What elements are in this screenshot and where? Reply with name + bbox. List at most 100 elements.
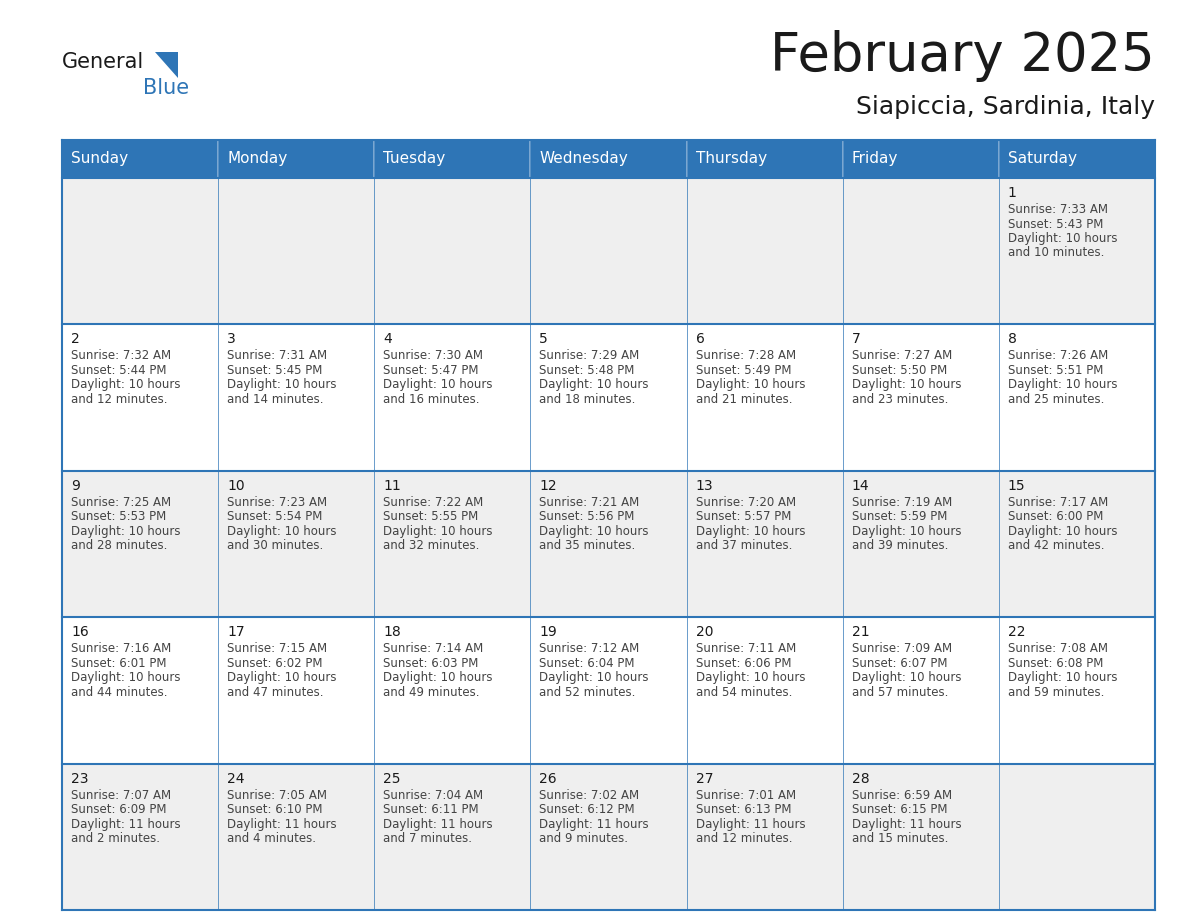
Bar xyxy=(62,140,219,178)
Text: and 10 minutes.: and 10 minutes. xyxy=(1007,247,1104,260)
Text: and 12 minutes.: and 12 minutes. xyxy=(695,832,792,845)
Polygon shape xyxy=(154,52,178,78)
Text: General: General xyxy=(62,52,144,72)
Text: Sunrise: 6:59 AM: Sunrise: 6:59 AM xyxy=(852,789,952,801)
Text: Sunset: 5:53 PM: Sunset: 5:53 PM xyxy=(71,510,166,523)
Text: Daylight: 11 hours: Daylight: 11 hours xyxy=(71,818,181,831)
Text: Sunset: 6:12 PM: Sunset: 6:12 PM xyxy=(539,803,636,816)
Text: 6: 6 xyxy=(695,332,704,346)
Bar xyxy=(62,471,1155,617)
Text: Sunrise: 7:15 AM: Sunrise: 7:15 AM xyxy=(227,643,327,655)
Text: Sunrise: 7:14 AM: Sunrise: 7:14 AM xyxy=(384,643,484,655)
Text: and 37 minutes.: and 37 minutes. xyxy=(695,539,792,553)
Text: and 44 minutes.: and 44 minutes. xyxy=(71,686,168,699)
Text: Daylight: 11 hours: Daylight: 11 hours xyxy=(384,818,493,831)
Text: Sunrise: 7:05 AM: Sunrise: 7:05 AM xyxy=(227,789,327,801)
Text: Sunrise: 7:25 AM: Sunrise: 7:25 AM xyxy=(71,496,171,509)
Text: Sunset: 5:50 PM: Sunset: 5:50 PM xyxy=(852,364,947,377)
Text: Sunrise: 7:32 AM: Sunrise: 7:32 AM xyxy=(71,350,171,363)
Text: Sunrise: 7:27 AM: Sunrise: 7:27 AM xyxy=(852,350,952,363)
Text: Sunset: 5:47 PM: Sunset: 5:47 PM xyxy=(384,364,479,377)
Text: and 59 minutes.: and 59 minutes. xyxy=(1007,686,1104,699)
Text: Sunrise: 7:07 AM: Sunrise: 7:07 AM xyxy=(71,789,171,801)
Text: Sunset: 5:49 PM: Sunset: 5:49 PM xyxy=(695,364,791,377)
Text: Daylight: 10 hours: Daylight: 10 hours xyxy=(384,525,493,538)
Text: Sunset: 6:15 PM: Sunset: 6:15 PM xyxy=(852,803,947,816)
Text: Daylight: 11 hours: Daylight: 11 hours xyxy=(227,818,336,831)
Text: Friday: Friday xyxy=(852,151,898,166)
Text: and 12 minutes.: and 12 minutes. xyxy=(71,393,168,406)
Text: 4: 4 xyxy=(384,332,392,346)
Text: Sunset: 5:55 PM: Sunset: 5:55 PM xyxy=(384,510,479,523)
Text: and 15 minutes.: and 15 minutes. xyxy=(852,832,948,845)
Text: Daylight: 10 hours: Daylight: 10 hours xyxy=(695,525,805,538)
Bar xyxy=(530,140,687,178)
Text: Monday: Monday xyxy=(227,151,287,166)
Text: and 18 minutes.: and 18 minutes. xyxy=(539,393,636,406)
Text: Sunset: 5:44 PM: Sunset: 5:44 PM xyxy=(71,364,166,377)
Text: Sunrise: 7:19 AM: Sunrise: 7:19 AM xyxy=(852,496,952,509)
Text: Sunset: 6:08 PM: Sunset: 6:08 PM xyxy=(1007,656,1104,670)
Text: 21: 21 xyxy=(852,625,870,639)
Text: and 25 minutes.: and 25 minutes. xyxy=(1007,393,1104,406)
Text: Sunrise: 7:01 AM: Sunrise: 7:01 AM xyxy=(695,789,796,801)
Text: Sunset: 6:10 PM: Sunset: 6:10 PM xyxy=(227,803,323,816)
Text: Daylight: 11 hours: Daylight: 11 hours xyxy=(852,818,961,831)
Text: February 2025: February 2025 xyxy=(770,30,1155,82)
Text: Sunday: Sunday xyxy=(71,151,128,166)
Bar xyxy=(62,178,1155,324)
Text: Daylight: 10 hours: Daylight: 10 hours xyxy=(384,378,493,391)
Text: Daylight: 10 hours: Daylight: 10 hours xyxy=(1007,525,1118,538)
Text: and 39 minutes.: and 39 minutes. xyxy=(852,539,948,553)
Text: and 52 minutes.: and 52 minutes. xyxy=(539,686,636,699)
Text: 27: 27 xyxy=(695,772,713,786)
Text: 17: 17 xyxy=(227,625,245,639)
Text: and 2 minutes.: and 2 minutes. xyxy=(71,832,160,845)
Text: 10: 10 xyxy=(227,479,245,493)
Text: Sunset: 6:11 PM: Sunset: 6:11 PM xyxy=(384,803,479,816)
Text: 13: 13 xyxy=(695,479,713,493)
Text: Sunset: 6:00 PM: Sunset: 6:00 PM xyxy=(1007,510,1104,523)
Text: 22: 22 xyxy=(1007,625,1025,639)
Text: 1: 1 xyxy=(1007,186,1017,200)
Text: Sunset: 5:51 PM: Sunset: 5:51 PM xyxy=(1007,364,1104,377)
Text: 25: 25 xyxy=(384,772,400,786)
Text: and 9 minutes.: and 9 minutes. xyxy=(539,832,628,845)
Text: Sunset: 6:09 PM: Sunset: 6:09 PM xyxy=(71,803,166,816)
Text: 5: 5 xyxy=(539,332,548,346)
Text: Daylight: 10 hours: Daylight: 10 hours xyxy=(71,378,181,391)
Text: Sunset: 5:56 PM: Sunset: 5:56 PM xyxy=(539,510,634,523)
Text: Sunset: 5:48 PM: Sunset: 5:48 PM xyxy=(539,364,634,377)
Text: Sunset: 6:04 PM: Sunset: 6:04 PM xyxy=(539,656,634,670)
Text: Sunrise: 7:12 AM: Sunrise: 7:12 AM xyxy=(539,643,639,655)
Text: and 4 minutes.: and 4 minutes. xyxy=(227,832,316,845)
Text: Daylight: 10 hours: Daylight: 10 hours xyxy=(227,671,336,684)
Text: Daylight: 10 hours: Daylight: 10 hours xyxy=(71,671,181,684)
Text: 11: 11 xyxy=(384,479,402,493)
Text: Sunset: 5:57 PM: Sunset: 5:57 PM xyxy=(695,510,791,523)
Bar xyxy=(374,140,530,178)
Text: Daylight: 10 hours: Daylight: 10 hours xyxy=(384,671,493,684)
Text: and 35 minutes.: and 35 minutes. xyxy=(539,539,636,553)
Bar xyxy=(62,324,1155,471)
Text: Sunrise: 7:04 AM: Sunrise: 7:04 AM xyxy=(384,789,484,801)
Text: Daylight: 10 hours: Daylight: 10 hours xyxy=(227,525,336,538)
Text: 20: 20 xyxy=(695,625,713,639)
Text: and 23 minutes.: and 23 minutes. xyxy=(852,393,948,406)
Text: Sunrise: 7:33 AM: Sunrise: 7:33 AM xyxy=(1007,203,1108,216)
Text: Sunset: 6:13 PM: Sunset: 6:13 PM xyxy=(695,803,791,816)
Text: and 16 minutes.: and 16 minutes. xyxy=(384,393,480,406)
Bar xyxy=(842,140,999,178)
Text: Daylight: 10 hours: Daylight: 10 hours xyxy=(539,378,649,391)
Text: Daylight: 11 hours: Daylight: 11 hours xyxy=(539,818,649,831)
Text: Daylight: 10 hours: Daylight: 10 hours xyxy=(1007,671,1118,684)
Text: and 7 minutes.: and 7 minutes. xyxy=(384,832,473,845)
Text: Sunrise: 7:22 AM: Sunrise: 7:22 AM xyxy=(384,496,484,509)
Text: Sunrise: 7:02 AM: Sunrise: 7:02 AM xyxy=(539,789,639,801)
Text: Daylight: 10 hours: Daylight: 10 hours xyxy=(539,525,649,538)
Text: Saturday: Saturday xyxy=(1007,151,1076,166)
Text: Daylight: 10 hours: Daylight: 10 hours xyxy=(852,378,961,391)
Text: 28: 28 xyxy=(852,772,870,786)
Text: and 54 minutes.: and 54 minutes. xyxy=(695,686,792,699)
Text: and 21 minutes.: and 21 minutes. xyxy=(695,393,792,406)
